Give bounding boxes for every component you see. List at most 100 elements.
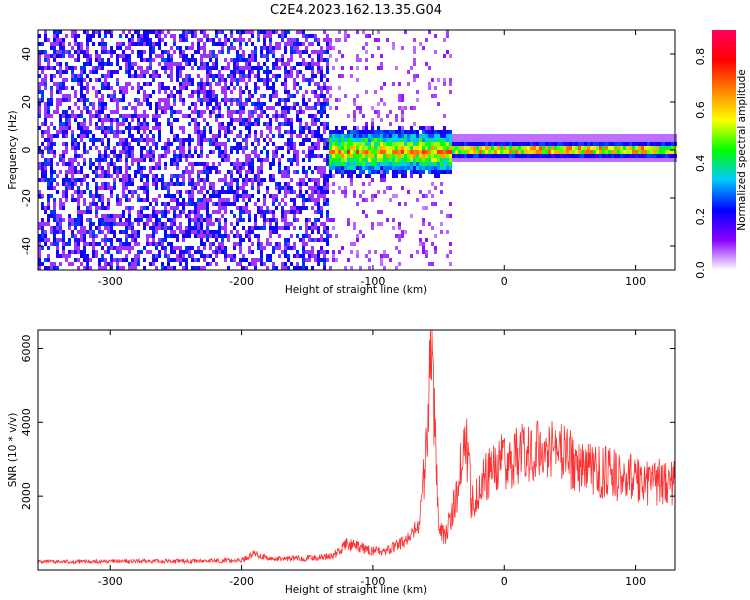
spectrogram-cell	[281, 250, 284, 254]
spectrogram-cell	[224, 250, 227, 254]
spectrogram-cell	[272, 226, 275, 230]
spectrogram-cell	[485, 146, 488, 150]
spectrogram-cell	[587, 150, 590, 154]
spectrogram-cell	[179, 182, 182, 186]
spectrogram-cell	[98, 78, 101, 82]
spectrogram-cell	[164, 150, 167, 154]
spectrogram-cell	[536, 134, 539, 138]
spectrogram-cell	[284, 82, 287, 86]
spectrogram-cell	[77, 98, 80, 102]
spectrogram-cell	[218, 74, 221, 78]
spectrogram-cell	[236, 194, 239, 198]
spectrogram-cell	[332, 146, 335, 150]
spectrogram-cell	[152, 30, 155, 34]
spectrogram-cell	[272, 266, 275, 270]
spectrogram-cell	[314, 166, 317, 170]
spectrogram-cell	[617, 146, 620, 150]
spectrogram-cell	[428, 146, 431, 150]
spectrogram-cell	[206, 234, 209, 238]
spectrogram-cell	[107, 166, 110, 170]
spectrogram-cell	[200, 130, 203, 134]
spectrogram-cell	[299, 50, 302, 54]
spectrogram-cell	[578, 138, 581, 142]
spectrogram-cell	[44, 118, 47, 122]
spectrogram-cell	[515, 134, 518, 138]
spectrogram-cell	[110, 98, 113, 102]
spectrogram-cell	[359, 146, 362, 150]
spectrogram-cell	[62, 50, 65, 54]
spectrogram-cell	[248, 170, 251, 174]
spectrogram-cell	[53, 154, 56, 158]
spectrogram-cell	[65, 34, 68, 38]
spectrogram-cell	[68, 254, 71, 258]
spectrogram-cell	[131, 138, 134, 142]
spectrogram-cell	[119, 138, 122, 142]
spectrogram-cell	[284, 166, 287, 170]
spectrogram-cell	[176, 198, 179, 202]
spectrogram-cell	[254, 102, 257, 106]
spectrogram-cell	[584, 158, 587, 162]
spectrogram-cell	[302, 242, 305, 246]
spectrogram-cell	[263, 214, 266, 218]
spectrogram-cell	[56, 214, 59, 218]
spectrogram-cell	[266, 186, 269, 190]
spectrogram-cell	[149, 46, 152, 50]
spectrogram-cell	[56, 82, 59, 86]
spectrogram-cell	[95, 126, 98, 130]
spectrogram-cell	[107, 130, 110, 134]
spectrogram-cell	[230, 174, 233, 178]
spectrogram-cell	[200, 214, 203, 218]
spectrogram-cell	[62, 202, 65, 206]
spectrogram-cell	[200, 138, 203, 142]
spectrogram-cell	[107, 30, 110, 34]
spectrogram-cell	[113, 130, 116, 134]
spectrogram-cell	[59, 130, 62, 134]
spectrogram-cell	[404, 170, 407, 174]
spectrogram-cell	[161, 186, 164, 190]
spectrogram-cell	[299, 186, 302, 190]
spectrogram-cell	[215, 202, 218, 206]
spectrogram-cell	[119, 214, 122, 218]
spectrogram-cell	[227, 202, 230, 206]
spectrogram-cell	[191, 66, 194, 70]
spectrogram-cell	[290, 162, 293, 166]
spectrogram-cell	[473, 150, 476, 154]
spectrogram-cell	[125, 158, 128, 162]
spectrogram-cell	[62, 78, 65, 82]
spectrogram-cell	[311, 74, 314, 78]
spectrogram-cell	[335, 58, 338, 62]
spectrogram-cell	[74, 38, 77, 42]
spectrogram-cell	[86, 134, 89, 138]
spectrogram-cell	[68, 126, 71, 130]
spectrogram-cell	[233, 258, 236, 262]
spectrogram-cell	[71, 170, 74, 174]
spectrogram-cell	[74, 182, 77, 186]
spectrogram-cell	[596, 158, 599, 162]
spectrogram-cell	[197, 206, 200, 210]
spectrogram-cell	[188, 246, 191, 250]
spectrogram-cell	[146, 234, 149, 238]
spectrogram-cell	[302, 142, 305, 146]
spectrogram-cell	[476, 146, 479, 150]
spectrogram-cell	[122, 86, 125, 90]
spectrogram-cell	[113, 70, 116, 74]
spectrogram-cell	[326, 218, 329, 222]
spectrogram-cell	[383, 190, 386, 194]
spectrogram-cell	[200, 202, 203, 206]
spectrogram-cell	[389, 162, 392, 166]
spectrogram-cell	[257, 178, 260, 182]
spectrogram-cell	[257, 158, 260, 162]
spectrogram-cell	[272, 30, 275, 34]
spectrogram-cell	[125, 154, 128, 158]
spectrogram-cell	[398, 162, 401, 166]
spectrogram-cell	[398, 222, 401, 226]
spectrogram-cell	[38, 90, 41, 94]
spectrogram-cell	[194, 218, 197, 222]
spectrogram-cell	[596, 138, 599, 142]
spectrogram-cell	[323, 50, 326, 54]
spectrogram-cell	[230, 170, 233, 174]
spectrogram-cell	[320, 138, 323, 142]
spectrogram-cell	[539, 134, 542, 138]
spectrogram-cell	[242, 102, 245, 106]
spectrogram-cell	[161, 222, 164, 226]
